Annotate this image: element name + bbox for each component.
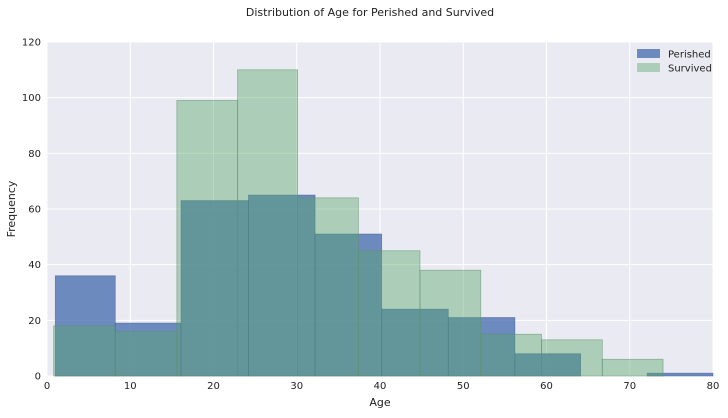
series-perished	[54, 194, 714, 377]
histogram-bar-survived	[480, 333, 542, 377]
histogram-bar-perished	[180, 200, 249, 377]
histogram-bar-perished	[114, 322, 182, 377]
histogram-bar-perished	[314, 233, 383, 377]
x-tick-label: 0	[44, 381, 50, 392]
tick-labels: 0 10 20 30 40 50 60 70 80 0 20 40 60 80 100 120	[22, 38, 719, 393]
histogram-bar-perished	[248, 194, 316, 377]
histogram-bar-survived	[53, 325, 116, 377]
y-tick-label: 80	[28, 149, 41, 160]
histogram-bar-survived	[419, 269, 482, 377]
x-tick-label: 10	[124, 381, 137, 392]
x-axis-label: Age	[369, 396, 391, 409]
x-tick-label: 20	[207, 381, 220, 392]
histogram-bar-survived	[541, 339, 603, 377]
legend: Perished Survived	[637, 49, 712, 75]
y-tick-label: 100	[22, 93, 41, 104]
histogram-bar-survived	[297, 197, 359, 377]
x-tick-label: 40	[374, 381, 387, 392]
series-bars	[53, 69, 714, 377]
y-tick-label: 0	[35, 372, 41, 383]
histogram-bar-survived	[176, 100, 239, 377]
legend-label-survived: Survived	[668, 64, 712, 75]
y-axis-label: Frequency	[5, 180, 18, 237]
x-tick-label: 80	[707, 381, 720, 392]
chart-title: Distribution of Age for Perished and Sur…	[246, 6, 494, 19]
histogram-bar-perished	[447, 317, 516, 377]
legend-swatch-survived	[637, 63, 660, 72]
histogram-bar-survived	[114, 331, 178, 377]
x-tick-label: 50	[457, 381, 470, 392]
y-tick-label: 20	[28, 316, 41, 327]
x-tick-label: 30	[290, 381, 303, 392]
histogram-bar-perished	[646, 372, 714, 377]
histogram-bar-survived	[601, 358, 664, 377]
legend-label-perished: Perished	[668, 50, 711, 61]
y-tick-label: 60	[28, 205, 41, 216]
x-tick-label: 70	[623, 381, 636, 392]
y-tick-label: 40	[28, 260, 41, 271]
histogram-bar-survived	[357, 250, 421, 377]
histogram-bar-survived	[237, 69, 298, 377]
legend-swatch-perished	[637, 49, 660, 58]
x-tick-label: 60	[540, 381, 553, 392]
y-tick-label: 120	[22, 38, 41, 49]
series-survived	[53, 69, 664, 377]
